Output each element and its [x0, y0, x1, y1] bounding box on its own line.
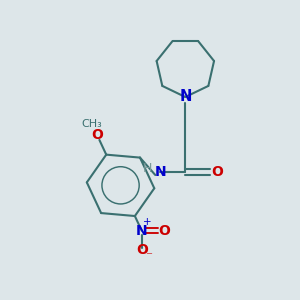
Text: N: N	[179, 89, 191, 104]
Text: O: O	[158, 224, 170, 238]
Text: ⁻: ⁻	[145, 250, 152, 263]
Text: O: O	[136, 243, 148, 257]
Text: H: H	[143, 162, 152, 175]
Text: O: O	[211, 165, 223, 179]
Text: +: +	[143, 218, 151, 227]
Text: N: N	[154, 165, 166, 179]
Text: O: O	[91, 128, 103, 142]
Text: N: N	[136, 224, 148, 238]
Text: CH₃: CH₃	[82, 119, 103, 130]
